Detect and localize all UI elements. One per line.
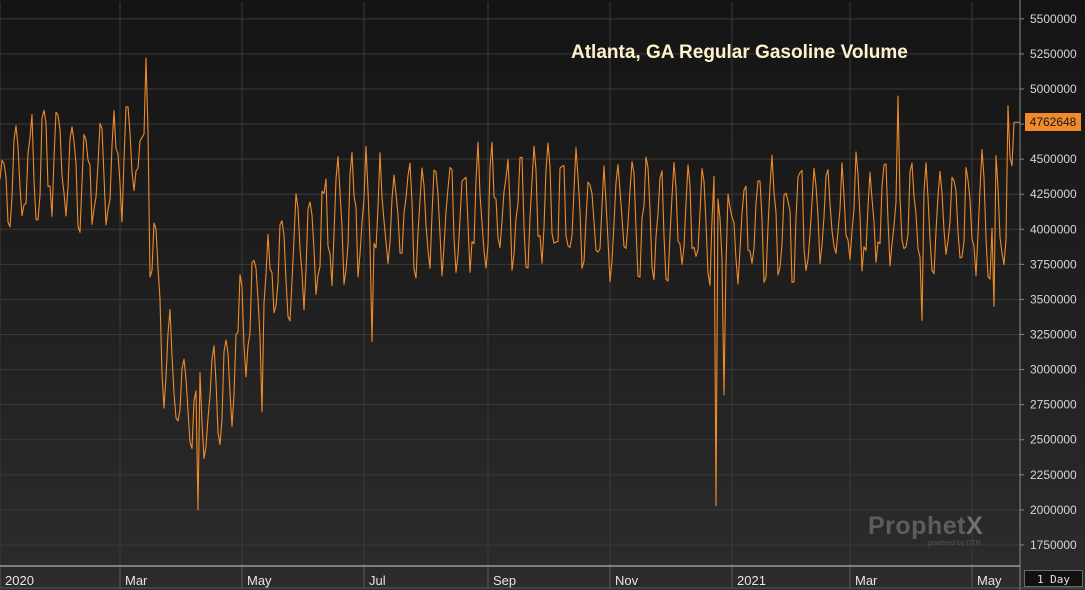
grid-lines — [0, 2, 1020, 566]
x-tick-label: 2021 — [737, 573, 766, 588]
x-tick-label: May — [977, 573, 1002, 588]
x-tick-label: 2020 — [5, 573, 34, 588]
x-tick-label: Jul — [369, 573, 386, 588]
x-tick-label: Sep — [493, 573, 516, 588]
y-tick-label: 1750000 — [1030, 538, 1077, 552]
y-tick-label: 2000000 — [1030, 503, 1077, 517]
y-tick-label: 2500000 — [1030, 433, 1077, 447]
y-tick-label: 4000000 — [1030, 222, 1077, 236]
plot-area — [0, 57, 1020, 511]
x-axis: 2020 Mar May Jul Sep Nov 2021 Mar May — [0, 565, 1085, 589]
y-tick-label: 5000000 — [1030, 82, 1077, 96]
y-tick-label: 3750000 — [1030, 257, 1077, 271]
y-tick-label: 4250000 — [1030, 187, 1077, 201]
logo-x: X — [965, 512, 984, 540]
y-tick-label: 3250000 — [1030, 328, 1077, 342]
y-tick-label: 2750000 — [1030, 398, 1077, 412]
series-line-gasoline-volume — [0, 57, 1015, 511]
logo-text: Prophet — [868, 512, 966, 540]
x-tick-label: Mar — [855, 573, 878, 588]
y-tick-label: 2250000 — [1030, 468, 1077, 482]
x-tick-label: May — [247, 573, 272, 588]
y-tick-label: 4500000 — [1030, 152, 1077, 166]
y-axis: 1750000 2000000 2250000 2500000 2750000 30000… — [1019, 0, 1077, 590]
last-value-tag: 4762648 — [1025, 113, 1081, 131]
y-tick-label: 5250000 — [1030, 47, 1077, 61]
y-tick-label: 5500000 — [1030, 12, 1077, 26]
y-tick-label: 3000000 — [1030, 363, 1077, 377]
prophetx-logo: ProphetX — [868, 512, 983, 541]
x-tick-label: Nov — [615, 573, 639, 588]
logo-subtitle: powered by DTN — [928, 540, 981, 547]
x-tick-label: Mar — [125, 573, 148, 588]
y-tick-label: 3500000 — [1030, 292, 1077, 306]
interval-selector[interactable]: 1 Day — [1024, 570, 1083, 587]
chart-title: Atlanta, GA Regular Gasoline Volume — [571, 42, 908, 63]
